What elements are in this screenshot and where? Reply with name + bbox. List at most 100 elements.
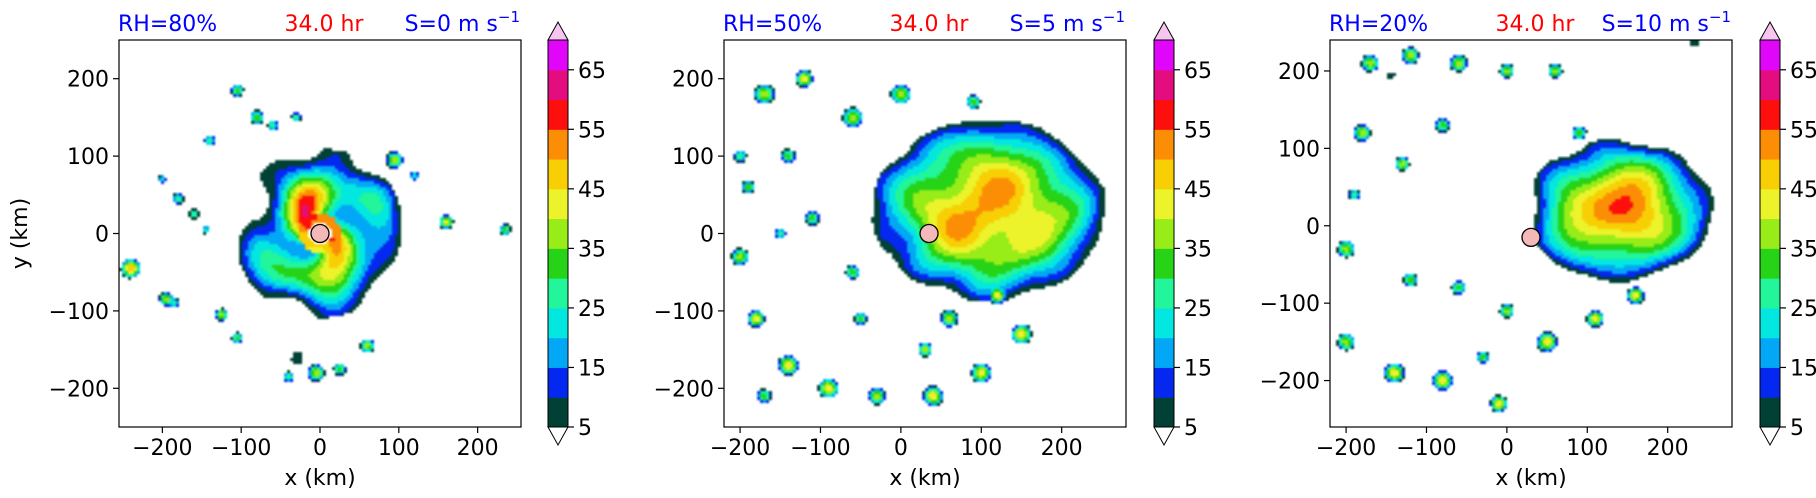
colorbar-segment bbox=[1154, 129, 1174, 160]
x-tick-label: −200 bbox=[710, 436, 770, 461]
colorbar-segment bbox=[1760, 69, 1780, 101]
colorbar-segment bbox=[548, 188, 568, 220]
colorbar-segment bbox=[548, 159, 568, 190]
colorbar: 5 15 25 35 45 55 65 bbox=[547, 20, 606, 447]
x-tick-label: 100 bbox=[378, 436, 420, 461]
colorbar-tick-label: 45 bbox=[1184, 178, 1212, 203]
colorbar-frame bbox=[547, 39, 569, 428]
colorbar-segment bbox=[1760, 40, 1780, 71]
colorbar-segment bbox=[1760, 188, 1780, 220]
y-tick-label: 0 bbox=[1306, 215, 1320, 240]
colorbar-segment bbox=[1154, 367, 1174, 398]
y-tick-label: 0 bbox=[700, 223, 714, 248]
colorbar-tick-label: 65 bbox=[1184, 59, 1212, 84]
y-tick-label: 200 bbox=[672, 68, 714, 93]
colorbar-tick-label: 15 bbox=[1184, 356, 1212, 381]
x-tick-label: −100 bbox=[790, 436, 850, 461]
x-axis-label: x (km) bbox=[284, 466, 355, 491]
colorbar-segment bbox=[1760, 129, 1780, 160]
y-tick-label: −200 bbox=[654, 377, 714, 402]
colorbar-tick-label: 65 bbox=[1790, 59, 1816, 84]
colorbar-tick-label: 35 bbox=[578, 237, 606, 262]
panel-2: −200 −100 0 100 200 −200 −100 0 100 200 x (km) RH=5… bbox=[654, 8, 1212, 491]
colorbar-segment bbox=[1154, 278, 1174, 309]
colorbar-tick-label: 15 bbox=[1790, 356, 1816, 381]
colorbar-segment bbox=[1154, 397, 1174, 428]
colorbar-tick-label: 35 bbox=[1184, 237, 1212, 262]
title-rh: RH=50% bbox=[723, 12, 822, 37]
title-time: 34.0 hr bbox=[890, 12, 970, 37]
colorbar: 5 15 25 35 45 55 65 bbox=[1759, 20, 1816, 447]
colorbar-segment bbox=[548, 337, 568, 368]
x-tick-label: 100 bbox=[1566, 436, 1608, 461]
x-tick-label: 0 bbox=[1500, 436, 1514, 461]
colorbar-segment bbox=[548, 397, 568, 428]
colorbar-segment bbox=[548, 218, 568, 249]
x-axis-label: x (km) bbox=[889, 466, 960, 491]
colorbar-tick-label: 45 bbox=[578, 178, 606, 203]
x-tick-label: 200 bbox=[457, 436, 499, 461]
colorbar-tick-label: 25 bbox=[1184, 297, 1212, 322]
colorbar-segment bbox=[548, 99, 568, 130]
title-rh: RH=80% bbox=[118, 12, 217, 37]
title-time: 34.0 hr bbox=[1496, 12, 1576, 37]
colorbar-tick-label: 25 bbox=[578, 297, 606, 322]
colorbar-segment bbox=[1154, 337, 1174, 368]
colorbar-segment bbox=[548, 278, 568, 309]
colorbar-segment bbox=[1154, 40, 1174, 71]
storm-center-marker bbox=[919, 223, 939, 244]
colorbar-segment bbox=[1760, 278, 1780, 309]
title-rh: RH=20% bbox=[1329, 12, 1428, 37]
x-tick-label: −200 bbox=[1316, 436, 1376, 461]
colorbar-segment bbox=[548, 248, 568, 279]
colorbar-segment bbox=[1760, 218, 1780, 249]
plot-frame bbox=[1329, 39, 1733, 428]
colorbar-tick-label: 55 bbox=[1790, 118, 1816, 143]
colorbar-segment bbox=[548, 129, 568, 160]
colorbar-segment bbox=[548, 367, 568, 398]
colorbar-extend-min bbox=[1153, 426, 1175, 447]
colorbar-segment bbox=[1154, 307, 1174, 339]
colorbar-segment bbox=[1760, 367, 1780, 398]
colorbar-segment bbox=[1154, 99, 1174, 130]
colorbar-segment bbox=[1154, 248, 1174, 279]
colorbar-tick-label: 35 bbox=[1790, 237, 1816, 262]
y-tick-label: 100 bbox=[672, 145, 714, 170]
colorbar-tick-label: 5 bbox=[1790, 416, 1804, 441]
y-axis-label: y (km) bbox=[8, 198, 33, 269]
colorbar-extend-max bbox=[1759, 20, 1781, 41]
colorbar-frame bbox=[1153, 39, 1175, 428]
y-tick-label: −100 bbox=[49, 300, 109, 325]
colorbar: 5 15 25 35 45 55 65 bbox=[1153, 20, 1212, 447]
x-tick-label: −200 bbox=[132, 436, 192, 461]
y-tick-label: −100 bbox=[654, 300, 714, 325]
colorbar-segment bbox=[548, 40, 568, 71]
colorbar-segment bbox=[1154, 159, 1174, 190]
title-shear: S=10 m s−1 bbox=[1602, 8, 1731, 37]
colorbar-frame bbox=[1759, 39, 1781, 428]
colorbar-segment bbox=[1760, 159, 1780, 190]
x-tick-label: 200 bbox=[1647, 436, 1689, 461]
x-tick-label: −100 bbox=[211, 436, 271, 461]
x-tick-label: 0 bbox=[894, 436, 908, 461]
x-tick-label: 200 bbox=[1041, 436, 1083, 461]
panel-1: −200 −100 0 100 200 −200 −100 0 100 200 x (km) y (k… bbox=[8, 8, 606, 491]
x-tick-label: 0 bbox=[313, 436, 327, 461]
colorbar-segment bbox=[1154, 188, 1174, 220]
colorbar-extend-min bbox=[547, 426, 569, 447]
colorbar-segment bbox=[1760, 99, 1780, 130]
x-tick-label: −100 bbox=[1396, 436, 1456, 461]
panel-3: −200 −100 0 100 200 −200 −100 0 100 200 x (km) RH=2… bbox=[1260, 8, 1816, 491]
colorbar-tick-label: 5 bbox=[1184, 416, 1198, 441]
y-tick-label: 100 bbox=[1278, 137, 1320, 162]
colorbar-segment bbox=[1154, 218, 1174, 249]
title-shear: S=0 m s−1 bbox=[405, 8, 520, 37]
colorbar-tick-label: 25 bbox=[1790, 297, 1816, 322]
colorbar-tick-label: 55 bbox=[578, 118, 606, 143]
colorbar-tick-label: 45 bbox=[1790, 178, 1816, 203]
colorbar-segment bbox=[1760, 397, 1780, 428]
x-tick-label: 100 bbox=[960, 436, 1002, 461]
colorbar-segment bbox=[548, 69, 568, 101]
y-tick-label: 200 bbox=[67, 68, 109, 93]
